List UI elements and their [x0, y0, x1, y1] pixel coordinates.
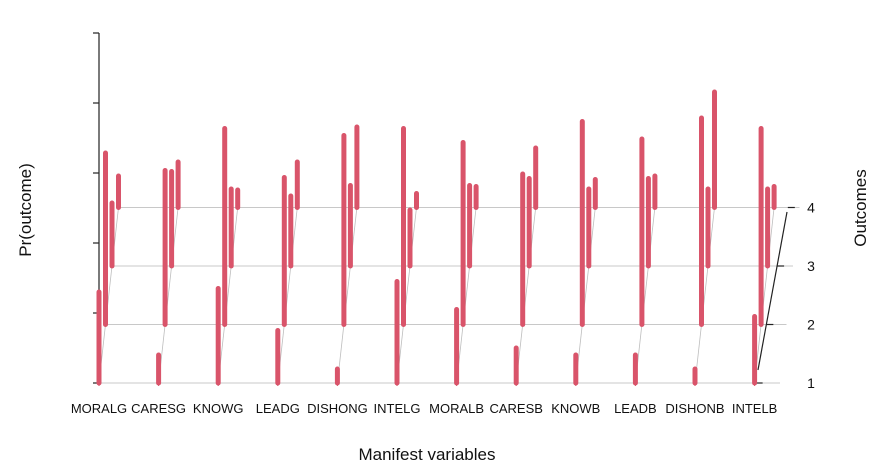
z-axis-title: Outcomes: [851, 169, 870, 246]
depth-connector: [754, 207, 775, 384]
x-tick-label: KNOWG: [193, 401, 244, 416]
depth-connector: [515, 207, 537, 384]
x-tick-label: INTELG: [374, 401, 421, 416]
outcome-label: 2: [807, 317, 815, 333]
depth-gridlines: [98, 207, 800, 384]
axes: [93, 32, 795, 386]
x-tick-label: LEADB: [614, 401, 657, 416]
labels: 1 2 3 4 MORALG CARESG KNOWG LEADG DISHONG INTELG M…: [71, 200, 815, 417]
depth-connector: [694, 207, 715, 384]
y-axis-title: Pr(outcome): [16, 163, 35, 257]
x-axis-title: Manifest variables: [358, 445, 495, 464]
outcome-label: 4: [807, 200, 815, 216]
x-tick-label: CARESG: [131, 401, 186, 416]
depth-connector: [158, 207, 179, 384]
outcome-label: 3: [807, 258, 815, 274]
outcome-label: 1: [807, 375, 815, 391]
x-tick-label: KNOWB: [551, 401, 600, 416]
depth-connector: [396, 207, 417, 384]
x-tick-label: MORALG: [71, 401, 127, 416]
depth-connector: [277, 207, 298, 384]
depth-connector: [456, 207, 477, 384]
z-axis-line: [757, 211, 788, 371]
depth-connector: [575, 207, 596, 384]
bars: [96, 89, 777, 386]
depth-connector: [98, 207, 119, 384]
depth-connector: [337, 207, 358, 384]
depth-connector: [635, 207, 656, 384]
x-tick-label: MORALB: [429, 401, 484, 416]
x-tick-label: LEADG: [256, 401, 300, 416]
x-tick-label: DISHONG: [307, 401, 368, 416]
x-tick-label: INTELB: [732, 401, 778, 416]
x-tick-label: DISHONB: [665, 401, 724, 416]
depth-connector: [217, 207, 239, 384]
x-tick-label: CARESB: [489, 401, 542, 416]
